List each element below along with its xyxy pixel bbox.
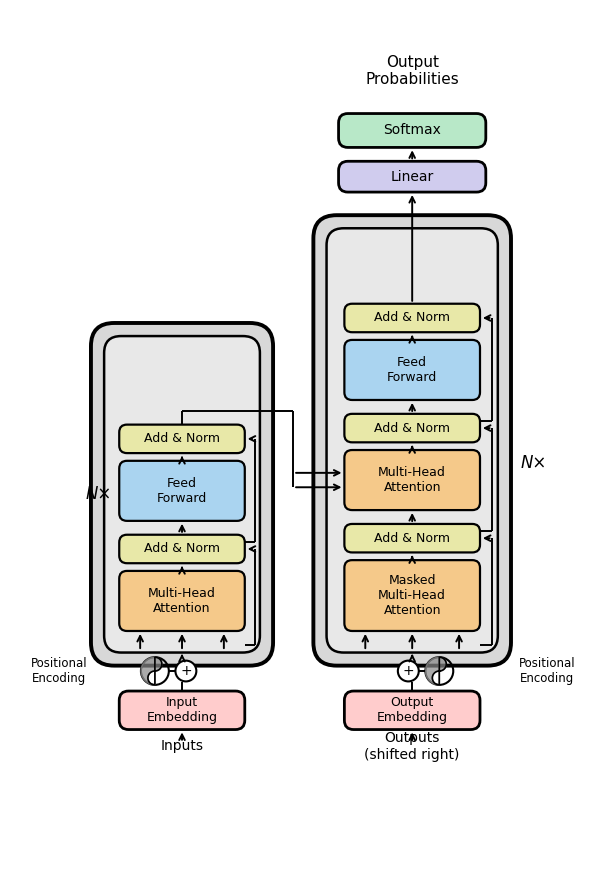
Text: Feed
Forward: Feed Forward <box>157 477 207 505</box>
Text: Add & Norm: Add & Norm <box>374 311 450 325</box>
FancyBboxPatch shape <box>120 460 245 521</box>
Text: Multi-Head
Attention: Multi-Head Attention <box>148 587 216 615</box>
Circle shape <box>398 661 419 682</box>
FancyBboxPatch shape <box>344 340 480 400</box>
Text: +: + <box>402 664 414 678</box>
Text: Outputs
(shifted right): Outputs (shifted right) <box>365 731 460 761</box>
Text: Add & Norm: Add & Norm <box>374 532 450 545</box>
FancyBboxPatch shape <box>120 571 245 631</box>
Text: +: + <box>180 664 192 678</box>
Text: Input
Embedding: Input Embedding <box>147 696 217 724</box>
FancyBboxPatch shape <box>326 228 498 653</box>
FancyBboxPatch shape <box>314 215 511 666</box>
Circle shape <box>176 661 197 682</box>
Text: Masked
Multi-Head
Attention: Masked Multi-Head Attention <box>378 574 446 617</box>
FancyBboxPatch shape <box>339 161 486 192</box>
Text: Feed
Forward: Feed Forward <box>387 356 437 384</box>
Text: N×: N× <box>86 485 112 504</box>
FancyBboxPatch shape <box>120 534 245 564</box>
FancyBboxPatch shape <box>104 336 260 653</box>
FancyBboxPatch shape <box>339 114 486 147</box>
Text: Inputs: Inputs <box>161 739 203 753</box>
FancyBboxPatch shape <box>344 524 480 552</box>
Text: Positional
Encoding: Positional Encoding <box>30 657 87 685</box>
FancyBboxPatch shape <box>344 303 480 333</box>
FancyBboxPatch shape <box>91 323 273 666</box>
Text: Multi-Head
Attention: Multi-Head Attention <box>378 466 446 494</box>
Text: Output
Embedding: Output Embedding <box>377 696 448 724</box>
FancyBboxPatch shape <box>344 691 480 729</box>
Text: N×: N× <box>521 454 546 472</box>
Text: Output
Probabilities: Output Probabilities <box>365 55 459 87</box>
Text: Linear: Linear <box>391 169 434 183</box>
FancyBboxPatch shape <box>344 450 480 510</box>
FancyBboxPatch shape <box>344 414 480 443</box>
Text: Positional
Encoding: Positional Encoding <box>519 657 575 685</box>
FancyBboxPatch shape <box>120 691 245 729</box>
Text: Add & Norm: Add & Norm <box>374 422 450 435</box>
Text: Add & Norm: Add & Norm <box>144 542 220 556</box>
FancyBboxPatch shape <box>344 560 480 631</box>
FancyBboxPatch shape <box>120 424 245 453</box>
Polygon shape <box>141 657 162 685</box>
Text: Add & Norm: Add & Norm <box>144 432 220 445</box>
Text: Softmax: Softmax <box>383 123 441 138</box>
Polygon shape <box>426 657 446 685</box>
